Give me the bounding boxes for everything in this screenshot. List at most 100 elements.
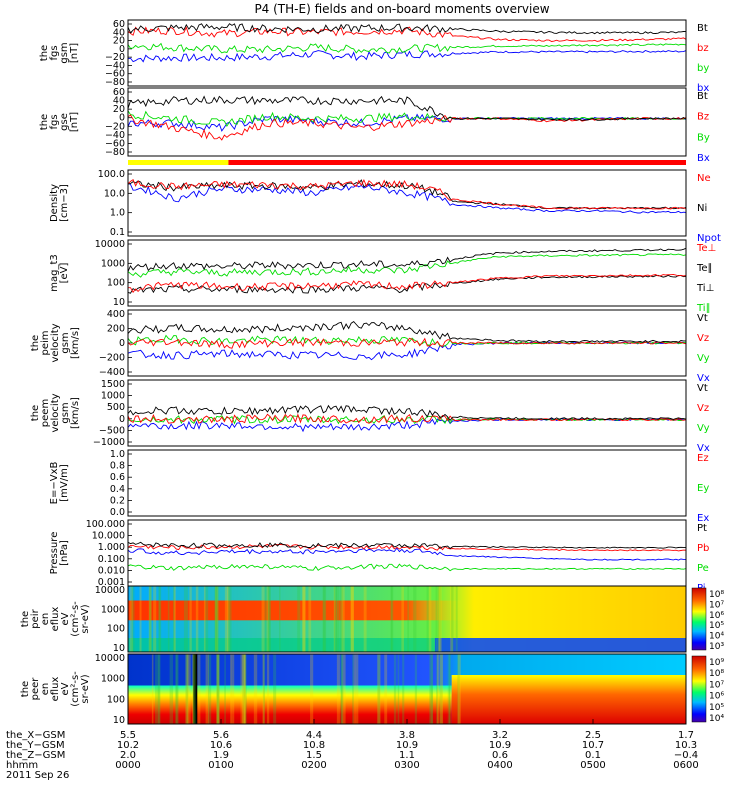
panel-peem_velocity: thepeemvelocitygsm[km/s] 150010005000−500… — [30, 379, 710, 454]
y-tick-label: 500 — [107, 402, 125, 413]
spectrogram-streak — [384, 654, 388, 724]
panel-ylabel: thefgsgse[nT] — [39, 112, 80, 132]
legend-entry: Ex — [697, 513, 709, 524]
xaxis-value: 10.9 — [489, 740, 511, 751]
spectrogram-streak — [457, 654, 461, 724]
ylabel-line: the — [30, 405, 41, 421]
ylabel-line: eV — [60, 612, 71, 625]
spectrogram-streak — [426, 586, 429, 652]
ylabel-line: the — [39, 45, 50, 61]
y-tick-label: −400 — [99, 367, 125, 378]
panel-ylabel: thepeimvelocitygsm[km/s] — [30, 323, 81, 362]
ylabel-line: [cm−3] — [59, 184, 70, 222]
spectrogram-streak — [402, 654, 405, 724]
legend-entry: Vt — [697, 313, 708, 324]
y-tick-label: −40 — [105, 60, 125, 71]
panel-ylabel: thepeerenefluxeV(cm²-s-sr-eV) — [20, 671, 91, 707]
y-tick-label: 100 — [107, 694, 125, 705]
spectrogram-streak — [242, 654, 246, 724]
panel-peim_velocity: thepeimvelocitygsm[km/s] 400 200 0 −200 −400 V… — [30, 309, 710, 384]
xaxis-value: 1.5 — [306, 750, 322, 761]
y-tick-label: 0.001 — [98, 577, 125, 588]
series-line-Pe — [127, 563, 687, 572]
spectrogram-streak — [261, 586, 265, 652]
panel-ylabel: thepeemvelocitygsm[km/s] — [30, 393, 81, 432]
y-tick-label: 0.010 — [98, 565, 125, 576]
series-line-bx — [127, 49, 687, 63]
spectrogram-streak — [450, 586, 453, 652]
spectrogram-streak — [224, 586, 228, 652]
spectrogram-streak — [205, 654, 209, 724]
spectrogram-streak — [438, 586, 442, 652]
spectrogram-streak — [228, 586, 230, 652]
xaxis-row-label: the_Z−GSM — [6, 750, 65, 761]
y-tick-label: −60 — [105, 138, 125, 149]
ylabel-line: gsm — [60, 332, 71, 353]
panel-pressure: Pressure[nPa] 100.00010.0001.0000.1000.01… — [49, 519, 709, 594]
y-tick-label: 0.0 — [110, 507, 125, 518]
y-tick-label: 0 — [119, 44, 125, 55]
ylabel-line: velocity — [50, 393, 61, 432]
y-tick-label: 60 — [113, 87, 125, 98]
spectrogram-streak — [455, 586, 458, 652]
spectrogram-streak — [335, 586, 340, 652]
colorbar — [691, 587, 707, 651]
x-axis-labels: the_X−GSM 5.5 5.6 4.4 3.8 3.2 2.5 1.7 the_Y−GSM 1… — [6, 719, 699, 781]
spectrogram-streak — [377, 654, 381, 724]
series-line-Ne — [127, 179, 687, 210]
spectrogram-streak — [189, 586, 192, 652]
y-tick-label: 1000 — [101, 258, 125, 269]
y-tick-label: 10000 — [95, 585, 125, 596]
ylabel-line: [eV] — [59, 263, 70, 284]
spectrogram-streak — [352, 654, 354, 724]
panel-frame — [127, 169, 687, 237]
y-tick-label: 0.100 — [98, 554, 125, 565]
ylabel-line: eV — [60, 682, 71, 695]
panel-ylabel: thepeirenefluxeV(cm²-s-sr-eV) — [20, 601, 91, 637]
spectrogram-streak — [129, 586, 133, 652]
spectrogram-streak — [155, 654, 158, 724]
y-tick-label: 20 — [113, 36, 125, 47]
y-tick-label: −20 — [105, 121, 125, 132]
spectrogram-streak — [226, 586, 230, 652]
panel-temperature: mag_t3[eV] 10000 1000 100 10 Te⊥ Te∥ Ti⊥ Ti∥ — [49, 239, 716, 314]
ylabel-line: [nT] — [69, 112, 80, 132]
xaxis-value: 3.8 — [399, 730, 415, 741]
y-tick-label: −80 — [105, 77, 125, 88]
ylabel-line: [km/s] — [70, 397, 81, 429]
xaxis-value: 0100 — [208, 760, 233, 771]
spectrogram-streak — [192, 654, 195, 724]
colorbar-label: 10⁶ — [709, 692, 724, 702]
spectrogram-streak — [440, 654, 444, 724]
spectrogram-streak — [437, 586, 441, 652]
panel-frame — [127, 309, 687, 377]
series-line-Vz — [127, 413, 687, 424]
legend-entry: Bt — [697, 91, 708, 102]
spectrogram-streak — [153, 586, 157, 652]
spectrogram-streak — [149, 586, 152, 652]
y-tick-label: 0 — [119, 414, 125, 425]
ylabel-line: (cm²-s- — [70, 601, 81, 637]
spectrogram-band — [451, 675, 686, 724]
spectrogram-streak — [167, 586, 170, 652]
panel-ylabel: mag_t3[eV] — [49, 254, 70, 292]
series-line-bz — [127, 26, 687, 42]
y-tick-label: 10000 — [95, 653, 125, 664]
y-ticks: 400 200 0 −200 −400 — [99, 309, 132, 378]
colorbar-label: 10⁴ — [709, 632, 724, 642]
y-tick-label: 10.000 — [92, 531, 125, 542]
legend-entry: Bx — [697, 153, 710, 164]
spectrogram-streak — [413, 586, 417, 652]
spectrogram-gap — [193, 654, 198, 724]
ylabel-line: (cm²-s- — [70, 671, 81, 707]
spectrogram-streak — [244, 654, 247, 724]
y-ticks: 10000 1000 100 10 — [95, 585, 132, 654]
spectrogram-streak — [203, 586, 206, 652]
xaxis-value: 10.9 — [396, 740, 418, 751]
spectrogram-streak — [262, 654, 266, 724]
series-line-Ti⊥ — [127, 247, 687, 272]
legend-entry: by — [697, 63, 709, 74]
spectrogram-streak — [451, 586, 454, 652]
